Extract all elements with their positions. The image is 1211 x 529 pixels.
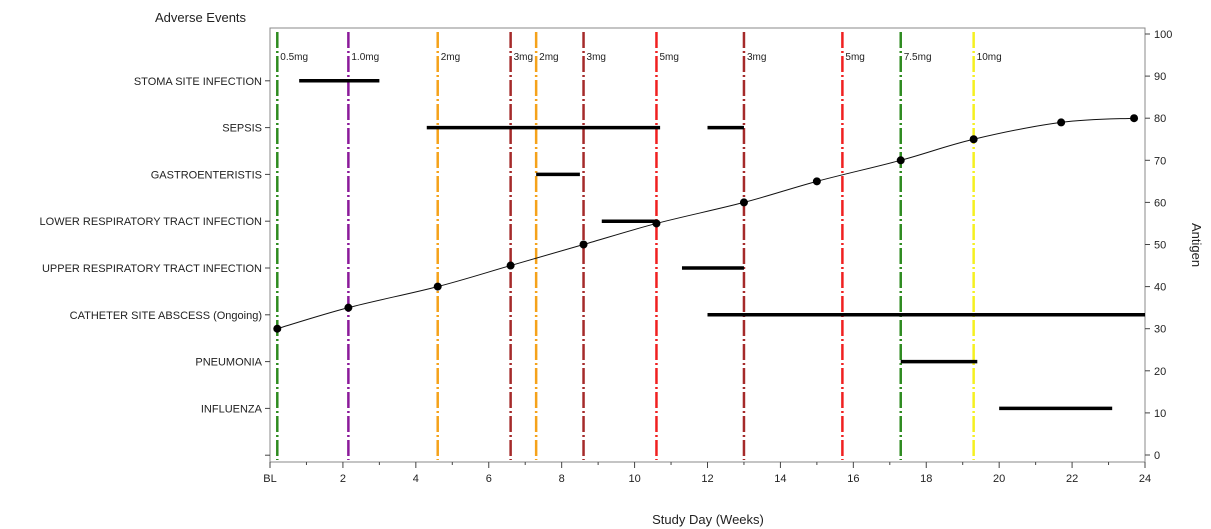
- antigen-point: [344, 303, 353, 312]
- dose-label: 2mg: [539, 52, 558, 63]
- dose-label: 3mg: [747, 52, 766, 63]
- dose-label: 7.5mg: [904, 52, 932, 63]
- x-tick-label: 8: [559, 473, 565, 485]
- antigen-point: [1057, 118, 1066, 127]
- antigen-point: [506, 261, 515, 270]
- y-right-tick-label: 10: [1154, 408, 1166, 420]
- ae-label: UPPER RESPIRATORY TRACT INFECTION: [42, 263, 262, 275]
- antigen-point: [1130, 114, 1139, 123]
- ae-label: SEPSIS: [222, 123, 262, 135]
- antigen-point: [652, 219, 661, 228]
- y-right-tick-label: 20: [1154, 366, 1166, 378]
- ae-label: STOMA SITE INFECTION: [134, 76, 262, 88]
- x-tick-label: 16: [847, 473, 859, 485]
- x-tick-label: 14: [774, 473, 786, 485]
- y-right-tick-label: 30: [1154, 324, 1166, 336]
- x-tick-label: 2: [340, 473, 346, 485]
- dose-label: 5mg: [845, 52, 864, 63]
- x-tick-label: 22: [1066, 473, 1078, 485]
- x-tick-label: 24: [1139, 473, 1151, 485]
- chart-title: Adverse Events: [155, 10, 247, 25]
- x-tick-label: 10: [628, 473, 640, 485]
- x-tick-label: 20: [993, 473, 1005, 485]
- plot-area: STOMA SITE INFECTION SEPSIS GASTROENTERIST…: [40, 27, 1172, 485]
- dose-label: 5mg: [659, 52, 678, 63]
- antigen-point: [579, 240, 588, 249]
- antigen-point: [812, 177, 821, 186]
- ae-label: LOWER RESPIRATORY TRACT INFECTION: [40, 216, 263, 228]
- plot-frame: [269, 27, 1146, 463]
- dose-label: 3mg: [587, 52, 606, 63]
- dose-label: 1.0mg: [351, 52, 379, 63]
- ae-label: GASTROENTERISTIS: [151, 169, 262, 181]
- antigen-point: [273, 324, 282, 333]
- ae-label: PNEUMONIA: [195, 357, 262, 369]
- x-tick-label: 12: [701, 473, 713, 485]
- dose-label: 3mg: [514, 52, 533, 63]
- x-axis-title: Study Day (Weeks): [652, 512, 764, 527]
- x-tick-label: BL: [263, 473, 276, 485]
- ae-label: INFLUENZA: [201, 403, 263, 415]
- y-right-tick-label: 90: [1154, 71, 1166, 83]
- y-right-tick-label: 100: [1154, 29, 1172, 41]
- dose-label: 0.5mg: [280, 52, 308, 63]
- x-tick-label: 18: [920, 473, 932, 485]
- dose-label: 10mg: [977, 52, 1002, 63]
- dose-label: 2mg: [441, 52, 460, 63]
- ae-label: CATHETER SITE ABSCESS (Ongoing): [70, 310, 262, 322]
- antigen-line: [277, 117, 1135, 330]
- y-right-tick-label: 0: [1154, 450, 1160, 462]
- y-right-tick-label: 80: [1154, 113, 1166, 125]
- x-tick-label: 4: [413, 473, 419, 485]
- y-axis-title: Antigen: [1189, 223, 1204, 267]
- antigen-point: [969, 135, 978, 144]
- y-right-tick-label: 60: [1154, 197, 1166, 209]
- antigen-point: [739, 198, 748, 207]
- antigen-point: [433, 282, 442, 291]
- y-right-tick-label: 40: [1154, 282, 1166, 294]
- x-tick-label: 6: [486, 473, 492, 485]
- y-right-tick-label: 70: [1154, 155, 1166, 167]
- y-right-tick-label: 50: [1154, 240, 1166, 252]
- antigen-point: [896, 156, 905, 165]
